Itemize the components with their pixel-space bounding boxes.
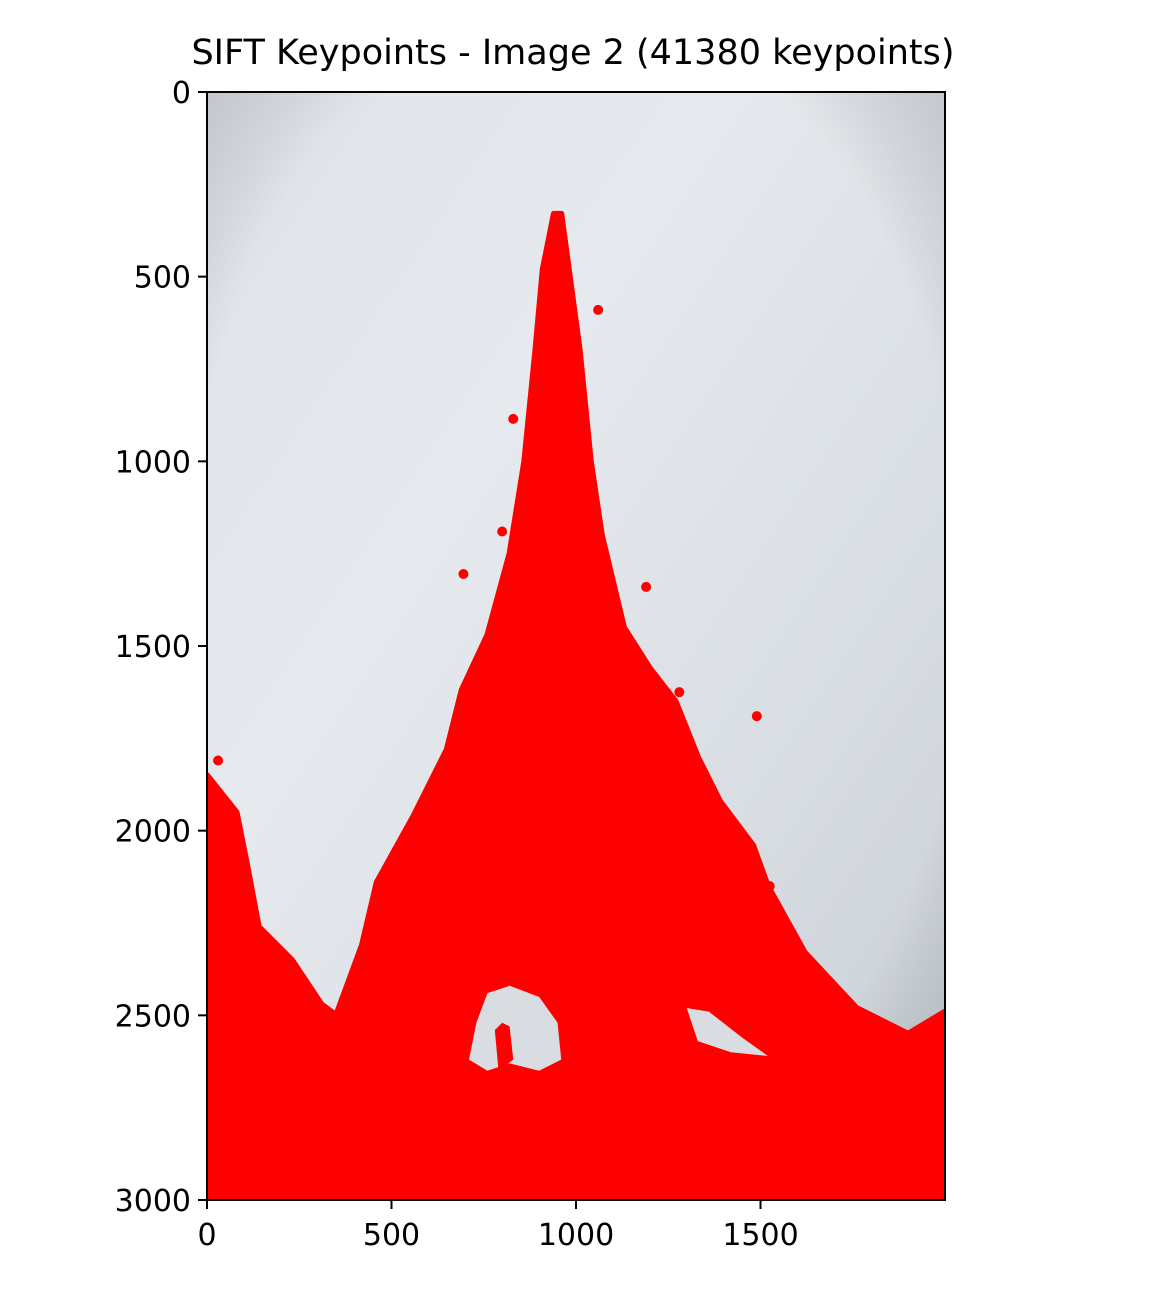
y-tick-label: 0: [172, 76, 191, 111]
keypoint-markers: [207, 210, 945, 1200]
x-tick-label: 0: [197, 1218, 216, 1253]
keypoint-marker: [764, 881, 775, 892]
keypoint-cluster: [494, 1022, 514, 1071]
y-tick-label: 1500: [115, 630, 191, 665]
keypoint-marker: [593, 304, 604, 315]
x-tick-label: 1500: [722, 1218, 798, 1253]
y-tick-label: 500: [134, 261, 191, 296]
y-tick-label: 3000: [115, 1184, 191, 1219]
keypoint-marker: [458, 568, 469, 579]
keypoint-marker: [213, 755, 224, 766]
keypoint-marker: [641, 581, 652, 592]
photo-gap: [468, 985, 562, 1071]
chart-title: SIFT Keypoints - Image 2 (41380 keypoint…: [191, 33, 954, 73]
keypoint-marker: [674, 687, 685, 698]
keypoint-marker: [692, 988, 703, 999]
keypoint-marker: [297, 1091, 308, 1102]
keypoint-marker: [925, 1021, 936, 1032]
keypoint-cluster: [207, 210, 945, 1200]
y-tick-label: 1000: [115, 445, 191, 480]
keypoint-marker: [497, 526, 508, 537]
y-axis: 0 500 1000 1500 2000 2500 3000: [115, 76, 207, 1219]
x-tick-label: 1000: [538, 1218, 614, 1253]
y-tick-label: 2000: [115, 815, 191, 850]
keypoint-marker: [751, 711, 762, 722]
keypoint-marker: [508, 413, 519, 424]
x-axis: 0 500 1000 1500: [197, 1200, 799, 1253]
x-tick-label: 500: [363, 1218, 420, 1253]
photo-gap: [686, 1007, 768, 1056]
y-tick-label: 2500: [115, 999, 191, 1034]
